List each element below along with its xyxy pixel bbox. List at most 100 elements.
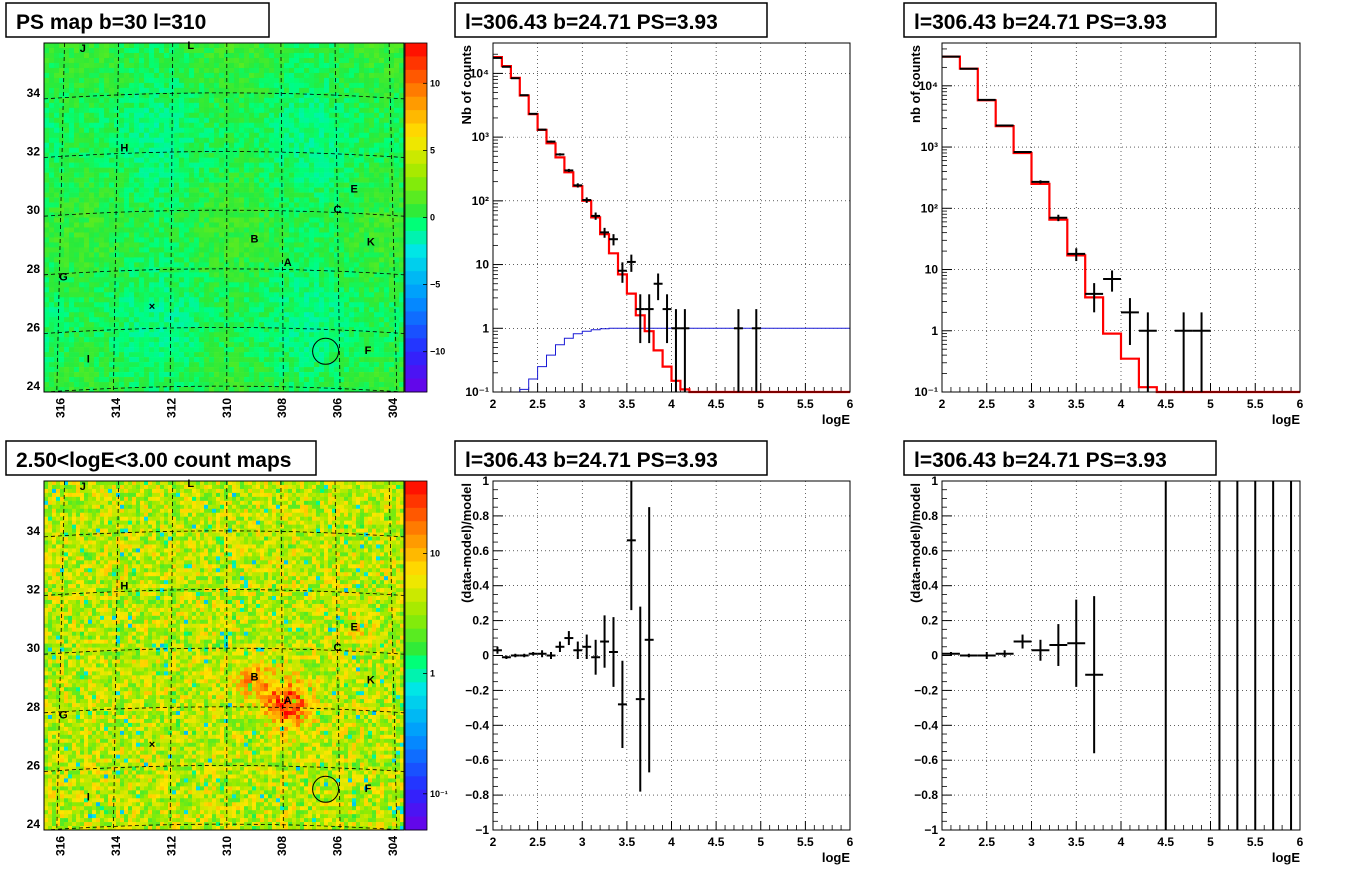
map-cell	[244, 47, 250, 54]
map-cell	[304, 122, 310, 129]
map-cell	[234, 212, 240, 218]
map-cell	[234, 252, 240, 258]
map-cell	[324, 342, 330, 348]
map-cell	[254, 217, 260, 223]
map-cell	[144, 207, 150, 213]
map-cell	[339, 347, 345, 353]
map-cell	[339, 43, 345, 49]
map-cell	[389, 227, 395, 233]
map-cell	[214, 72, 220, 79]
map-cell	[229, 72, 235, 79]
map-cell	[394, 67, 400, 74]
map-cell	[119, 287, 125, 293]
map-cell	[109, 322, 115, 328]
map-cell	[324, 272, 330, 278]
map-cell	[259, 292, 265, 298]
map-cell	[99, 172, 105, 178]
map-cell	[99, 77, 105, 84]
map-cell	[279, 352, 285, 358]
map-cell	[314, 187, 320, 193]
map-cell	[124, 337, 130, 343]
map-cell	[69, 112, 75, 119]
map-cell	[74, 222, 80, 228]
map-cell	[109, 177, 115, 183]
map-cell	[229, 52, 235, 59]
map-cell	[94, 292, 100, 298]
map-cell	[264, 252, 270, 258]
map-cell	[314, 192, 320, 198]
map-cell	[194, 297, 200, 303]
map-cell	[234, 67, 240, 74]
map-cell	[279, 242, 285, 248]
map-cell	[199, 177, 205, 183]
map-cell	[329, 197, 335, 203]
map-cell	[54, 207, 60, 213]
map-cell	[104, 332, 110, 338]
map-cell	[234, 117, 240, 124]
map-cell	[369, 207, 375, 213]
map-cell	[59, 262, 65, 268]
map-cell	[264, 152, 270, 158]
map-cell	[84, 147, 90, 153]
map-cell	[339, 157, 345, 163]
map-cell	[304, 272, 310, 278]
map-cell	[174, 122, 180, 129]
map-cell	[44, 347, 50, 353]
map-cell	[159, 347, 165, 353]
map-cell	[134, 352, 140, 358]
map-cell	[209, 172, 215, 178]
map-cell	[379, 187, 385, 193]
map-cell	[304, 352, 310, 358]
map-cell	[384, 357, 390, 363]
map-cell	[129, 87, 135, 94]
map-cell	[54, 102, 60, 109]
map-cell	[264, 307, 270, 313]
map-cell	[244, 87, 250, 94]
map-cell	[319, 277, 325, 283]
map-cell	[204, 97, 210, 104]
map-cell	[309, 87, 315, 94]
map-cell	[329, 342, 335, 348]
map-cell	[199, 187, 205, 193]
map-cell	[139, 77, 145, 84]
map-cell	[59, 102, 65, 109]
map-cell	[324, 202, 330, 208]
map-cell	[139, 67, 145, 74]
map-cell	[169, 357, 175, 363]
map-cell	[209, 387, 215, 393]
map-cell	[99, 177, 105, 183]
map-cell	[139, 297, 145, 303]
map-cell	[394, 112, 400, 119]
map-cell	[289, 247, 295, 253]
map-cell	[359, 122, 365, 129]
map-cell	[89, 327, 95, 333]
map-cell	[139, 132, 145, 139]
map-cell	[334, 137, 340, 144]
map-cell	[164, 162, 170, 168]
map-cell	[289, 367, 295, 373]
map-cell	[389, 237, 395, 243]
map-cell	[114, 357, 120, 363]
map-cell	[159, 177, 165, 183]
map-cell	[314, 217, 320, 223]
map-cell	[274, 247, 280, 253]
map-cell	[189, 43, 195, 49]
map-cell	[239, 367, 245, 373]
map-cell	[274, 162, 280, 168]
map-cell	[219, 372, 225, 378]
map-cell	[194, 152, 200, 158]
map-cell	[194, 272, 200, 278]
map-cell	[84, 107, 90, 114]
map-cell	[79, 142, 85, 148]
map-cell	[64, 312, 70, 318]
map-cell	[329, 117, 335, 124]
map-cell	[269, 132, 275, 139]
map-cell	[339, 102, 345, 109]
map-cell	[44, 102, 50, 109]
map-cell	[334, 347, 340, 353]
map-cell	[359, 92, 365, 99]
map-cell	[129, 312, 135, 318]
map-cell	[49, 237, 55, 243]
map-cell	[44, 382, 50, 388]
map-cell	[369, 92, 375, 99]
